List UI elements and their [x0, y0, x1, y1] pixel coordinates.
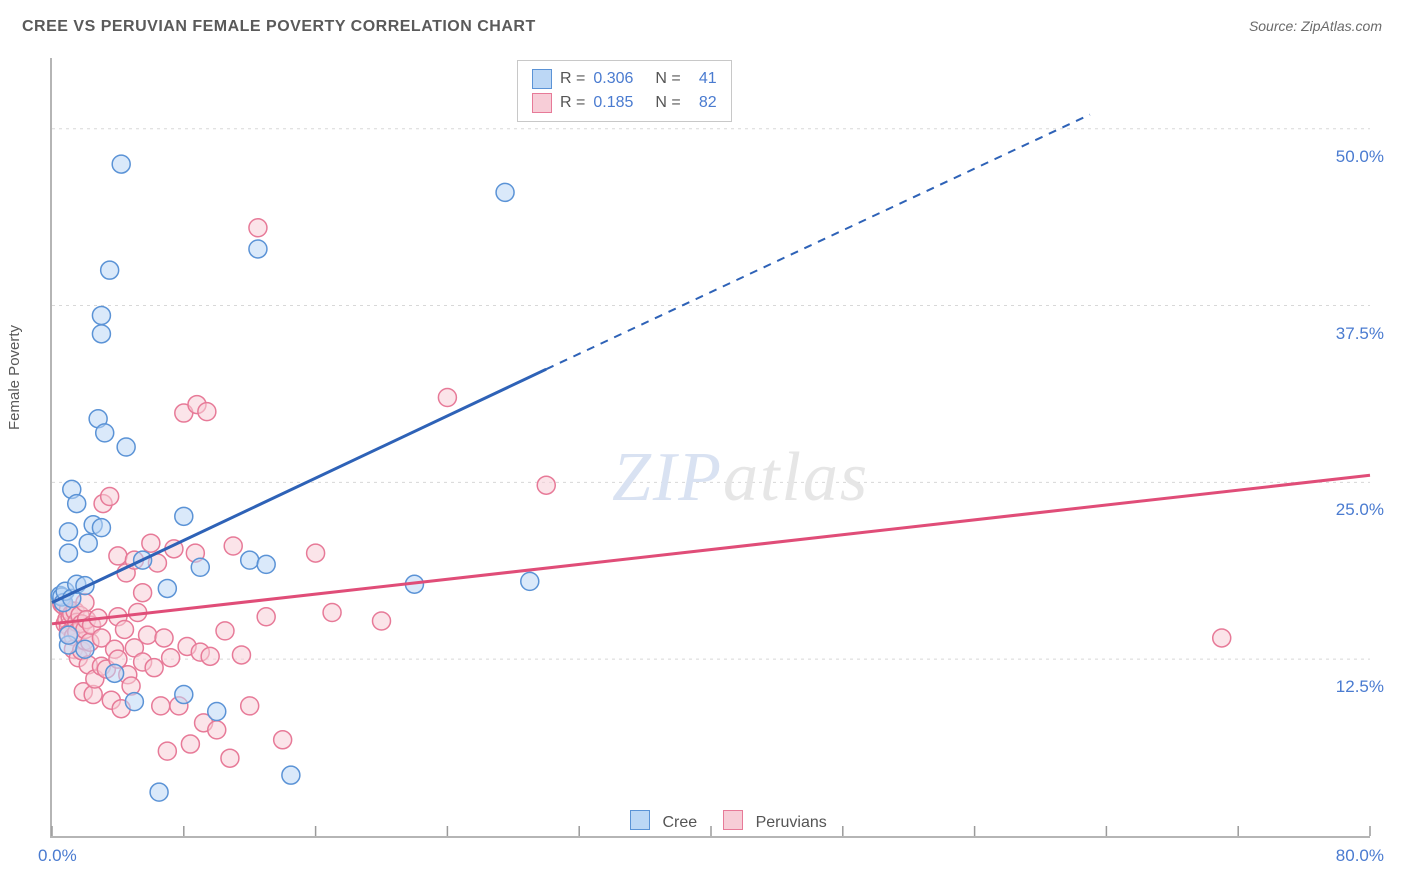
y-tick-label-125: 12.5% — [1336, 677, 1384, 697]
plot-svg — [52, 58, 1370, 836]
r-label: R = — [560, 91, 585, 115]
n-value-peru: 82 — [689, 91, 717, 115]
y-tick-label-25: 25.0% — [1336, 500, 1384, 520]
y-axis-label: Female Poverty — [6, 325, 23, 430]
correlation-legend-row-peru: R = 0.185 N = 82 — [532, 91, 717, 115]
legend-swatch-peru — [532, 93, 552, 113]
legend-swatch-cree — [630, 810, 650, 830]
legend-swatch-peru — [723, 810, 743, 830]
r-value-cree: 0.306 — [593, 67, 647, 91]
r-value-peru: 0.185 — [593, 91, 647, 115]
r-label: R = — [560, 67, 585, 91]
y-tick-label-375: 37.5% — [1336, 324, 1384, 344]
correlation-legend: R = 0.306 N = 41 R = 0.185 N = 82 — [517, 60, 732, 122]
x-origin-label: 0.0% — [38, 846, 77, 866]
series-legend-item-peru: Peruvians — [723, 810, 827, 832]
correlation-legend-row-cree: R = 0.306 N = 41 — [532, 67, 717, 91]
series-label-peru: Peruvians — [756, 814, 827, 831]
n-value-cree: 41 — [689, 67, 717, 91]
series-label-cree: Cree — [662, 814, 697, 831]
chart-title: CREE VS PERUVIAN FEMALE POVERTY CORRELAT… — [22, 18, 536, 36]
series-legend-item-cree: Cree — [630, 810, 697, 832]
y-tick-label-50: 50.0% — [1336, 147, 1384, 167]
n-label: N = — [655, 67, 680, 91]
n-label: N = — [655, 91, 680, 115]
chart-container: CREE VS PERUVIAN FEMALE POVERTY CORRELAT… — [0, 0, 1406, 892]
series-legend: Cree Peruvians — [630, 810, 827, 832]
legend-swatch-cree — [532, 69, 552, 89]
plot-area: ZIPatlas R = 0.306 N = 41 R = 0.185 N = … — [50, 58, 1370, 838]
source-label: Source: ZipAtlas.com — [1249, 18, 1382, 34]
x-max-label: 80.0% — [1336, 846, 1384, 866]
